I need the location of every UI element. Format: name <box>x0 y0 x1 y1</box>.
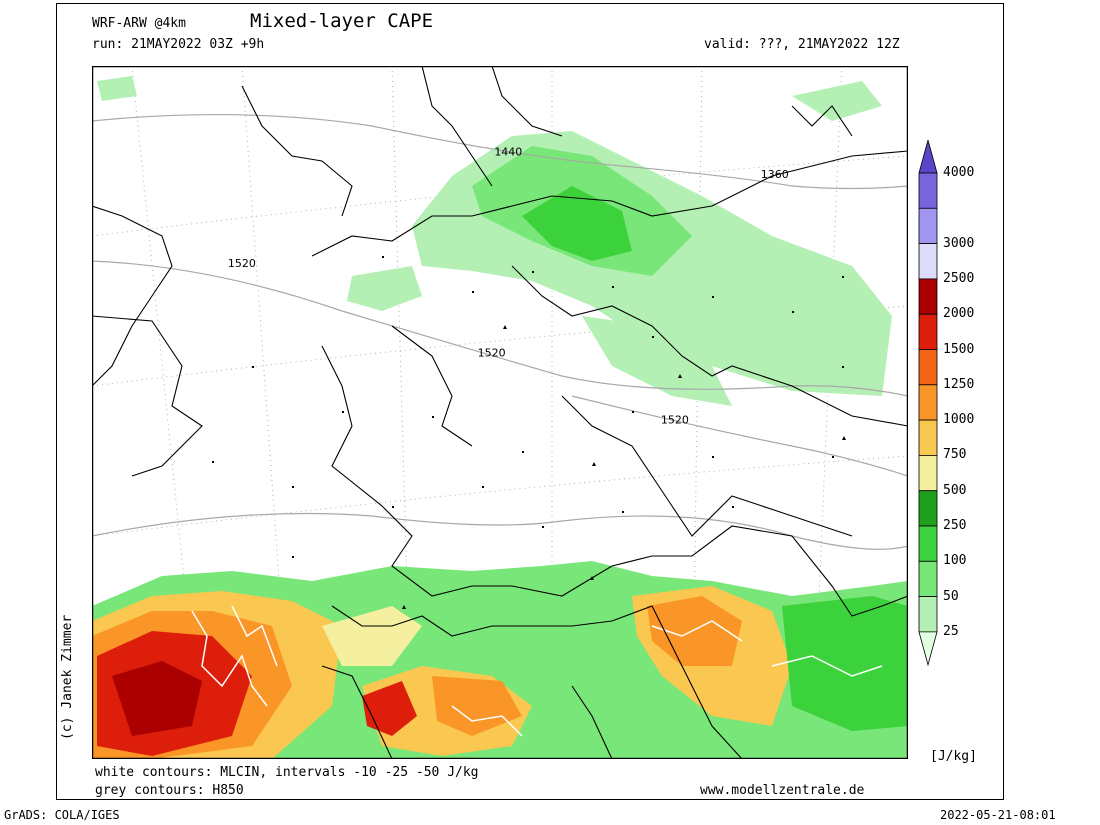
colorbar-level-label: 250 <box>943 518 967 533</box>
grads-credit: GrADS: COLA/IGES <box>4 808 120 822</box>
timestamp: 2022-05-21-08:01 <box>940 808 1056 822</box>
contour-label: 1520 <box>478 347 506 360</box>
colorbar <box>918 140 938 667</box>
colorbar-box <box>918 207 938 245</box>
colorbar-level-label: 2500 <box>943 270 975 286</box>
colorbar-box <box>918 419 938 456</box>
colorbar-box <box>918 278 938 315</box>
website-link[interactable]: www.modellzentrale.de <box>700 783 865 798</box>
colorbar-box <box>918 596 938 633</box>
map-border <box>92 66 908 759</box>
contour-label: 1440 <box>494 145 522 158</box>
run-label: run: 21MAY2022 03Z +9h <box>92 37 265 52</box>
colorbar-level-label: 1250 <box>943 376 975 392</box>
colorbar-top-triangle <box>918 140 938 174</box>
colorbar-box <box>918 313 938 350</box>
colorbar-box <box>918 490 938 527</box>
colorbar-box <box>918 384 938 421</box>
figure-frame <box>56 3 1004 800</box>
colorbar-level-label: 500 <box>943 482 967 498</box>
contour-label: 1360 <box>761 168 789 181</box>
colorbar-level-label: 1500 <box>943 341 975 357</box>
colorbar-box <box>918 172 938 209</box>
chart-title: Mixed-layer CAPE <box>250 10 434 32</box>
colorbar-box <box>918 243 938 280</box>
colorbar-level-label: 4000 <box>943 165 975 180</box>
colorbar-level-label: 100 <box>943 553 967 569</box>
h850-contours <box>92 113 908 550</box>
colorbar-level-label: 750 <box>943 447 967 463</box>
colorbar-level-label: 50 <box>943 588 959 604</box>
colorbar-bottom-triangle <box>918 631 938 667</box>
colorbar-unit: [J/kg] <box>930 749 977 764</box>
colorbar-box <box>918 349 938 386</box>
valid-label: valid: ???, 21MAY2022 12Z <box>704 37 900 52</box>
colorbar-level-label: 1000 <box>943 412 975 428</box>
colorbar-level-label: 2000 <box>943 306 975 322</box>
city-markers <box>212 256 846 609</box>
colorbar-box <box>918 525 938 562</box>
cape-field-north <box>97 76 892 406</box>
contour-label: 1520 <box>661 414 689 427</box>
model-label: WRF-ARW @4km <box>92 16 186 31</box>
grey-contours-note: grey contours: H850 <box>95 783 244 798</box>
colorbar-box <box>918 560 938 597</box>
coastlines-borders <box>92 66 908 759</box>
contour-label: 1520 <box>228 257 256 270</box>
white-contours-note: white contours: MLCIN, intervals -10 -25… <box>95 765 479 780</box>
contour-label-group: 1440 1360 1520 1520 1520 <box>228 145 789 427</box>
colorbar-box <box>918 454 938 492</box>
cape-map: 1440 1360 1520 1520 1520 <box>92 66 908 759</box>
colorbar-level-label: 25 <box>943 623 959 639</box>
copyright-label: (c) Janek Zimmer <box>60 614 75 740</box>
colorbar-level-label: 3000 <box>943 235 975 251</box>
mlcin-contours <box>191 605 883 737</box>
